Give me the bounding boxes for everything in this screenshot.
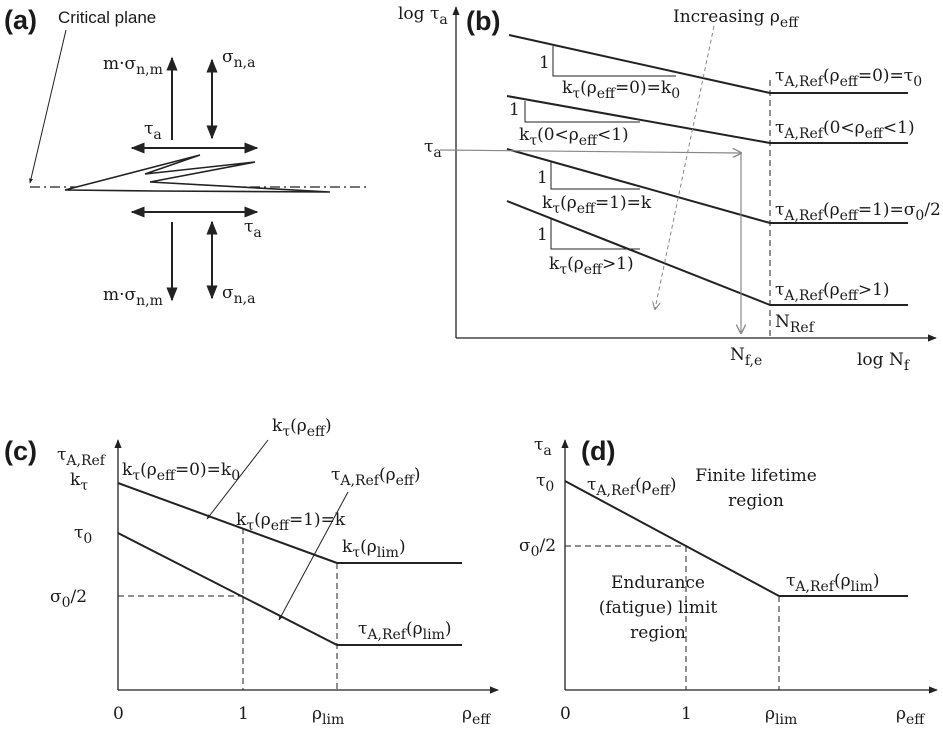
k-tau-lim-label: kτ(ρlim)	[342, 537, 406, 561]
increasing-rho-arrow	[655, 25, 715, 309]
panel-b-x-label: log Nf	[857, 350, 911, 374]
panel-d-line-label: τA,Ref(ρeff)	[587, 475, 677, 499]
panel-c-y-label: τA,Ref	[57, 445, 107, 469]
sn-line-rho1	[506, 148, 771, 224]
k-label-rho1: kτ(ρeff=1)=k	[542, 193, 652, 217]
endurance-region-line-3: region	[630, 623, 686, 643]
tau-a-level-label: τa	[424, 137, 442, 161]
sigma-na-top: σn,a	[222, 47, 255, 71]
n-fe-label: Nf,e	[730, 345, 762, 369]
slope-triangle-1	[552, 46, 676, 77]
k1-label: kτ(ρeff=1)=k	[236, 510, 346, 534]
panel-c-x-tick-1: 1	[238, 704, 249, 724]
sigma-half-axis-label: σ0/2	[50, 587, 87, 611]
k-label-rho0: kτ(ρeff=0)=k0	[562, 78, 680, 102]
panel-d-sigma-half-label: σ0/2	[519, 536, 556, 560]
panel-d-x-tick-rho-lim: ρlim	[765, 704, 797, 728]
panel-b-y-label: log τa	[398, 4, 448, 28]
slope-triangle-3	[550, 162, 640, 190]
panel-d-y-label: τa	[534, 435, 552, 459]
t-label-rho1: τA,Ref(ρeff=1)=σ0/2	[775, 200, 941, 224]
panel-c-x-tick-rho-lim: ρlim	[312, 704, 344, 728]
panel-c-tag: (c)	[4, 436, 37, 466]
increasing-rho-label: Increasing ρeff	[673, 7, 799, 31]
sigma-na-bottom: σn,a	[222, 283, 255, 307]
panel-c: (c) τA,Ref kτ τ0 σ0/2 kτ(ρeff=0)=k0 kτ(ρ…	[4, 416, 499, 728]
panel-c-x-label: ρeff	[462, 704, 491, 728]
endurance-region-line-2: (fatigue) limit	[599, 598, 718, 618]
m-sigma-bottom: m·σn,m	[103, 285, 163, 309]
k-label-rho-gt1: kτ(ρeff>1)	[549, 254, 634, 278]
tau-a-top: τa	[144, 119, 162, 143]
m-sigma-top: m·σn,m	[103, 54, 163, 78]
panel-d: (d) τa τ0 σ0/2 τA,Ref(ρeff) τA,Ref(ρlim)…	[519, 435, 938, 728]
k-tau-line	[117, 482, 338, 564]
t-label-rho0: τA,Ref(ρeff=0)=τ0	[775, 66, 922, 90]
tau-ref-line	[117, 532, 338, 646]
critical-plane-pointer	[29, 29, 67, 184]
endurance-line	[564, 480, 780, 597]
panel-b: (b) log τa log Nf 1 1 1 1 kτ(ρeff=0)=k0 …	[398, 4, 941, 374]
k-label-rho-mid: kτ(0<ρeff<1)	[519, 125, 629, 149]
panel-d-x-tick-1: 1	[681, 704, 692, 724]
tau0-axis-label: τ0	[74, 523, 92, 547]
panel-a-tag: (a)	[4, 5, 37, 35]
tau-ref-lim-label: τA,Ref(ρlim)	[358, 619, 452, 643]
slope-triangle-4	[550, 218, 640, 250]
slope-unit-1: 1	[539, 53, 550, 73]
endurance-region-line-1: Endurance	[611, 573, 705, 593]
tau-ref-callout-pointer	[278, 491, 349, 621]
t-label-rho-mid: τA,Ref(0<ρeff<1)	[775, 118, 915, 142]
slope-unit-2: 1	[509, 100, 520, 120]
k0-label: kτ(ρeff=0)=k0	[122, 460, 240, 484]
panel-d-tag: (d)	[581, 436, 615, 466]
slope-unit-4: 1	[537, 225, 548, 245]
slope-unit-3: 1	[537, 168, 548, 188]
k-tau-callout: kτ(ρeff)	[272, 416, 332, 440]
n-ref-label: NRef	[775, 312, 816, 336]
sn-line-rho0	[508, 34, 771, 94]
sn-line-rho-mid	[506, 95, 771, 144]
sn-line-rho-gt1	[506, 200, 771, 306]
slope-triangle-2	[524, 101, 640, 123]
panel-d-tau0-label: τ0	[536, 471, 554, 495]
finite-region-line-1: Finite lifetime	[695, 466, 817, 486]
panel-d-x-label: ρeff	[896, 704, 925, 728]
k-tau-callout-pointer	[206, 439, 269, 520]
k-tau-axis-label: kτ	[70, 470, 88, 494]
tau-a-projection	[439, 150, 741, 153]
panel-d-x-tick-0: 0	[560, 704, 571, 724]
panel-a: (a) Critical plane m·σn,m σn,a τa τa m·σ…	[4, 5, 368, 309]
crack-shape	[64, 154, 331, 193]
tau-ref-callout: τA,Ref(ρeff)	[331, 465, 421, 489]
finite-region-line-2: region	[728, 491, 784, 511]
critical-plane-label: Critical plane	[58, 8, 156, 27]
panel-c-x-tick-0: 0	[113, 704, 124, 724]
tau-a-bottom: τa	[244, 217, 262, 241]
panel-d-lim-label: τA,Ref(ρlim)	[786, 571, 880, 595]
t-label-rho-gt1: τA,Ref(ρeff>1)	[775, 280, 890, 304]
panel-b-tag: (b)	[466, 6, 500, 36]
